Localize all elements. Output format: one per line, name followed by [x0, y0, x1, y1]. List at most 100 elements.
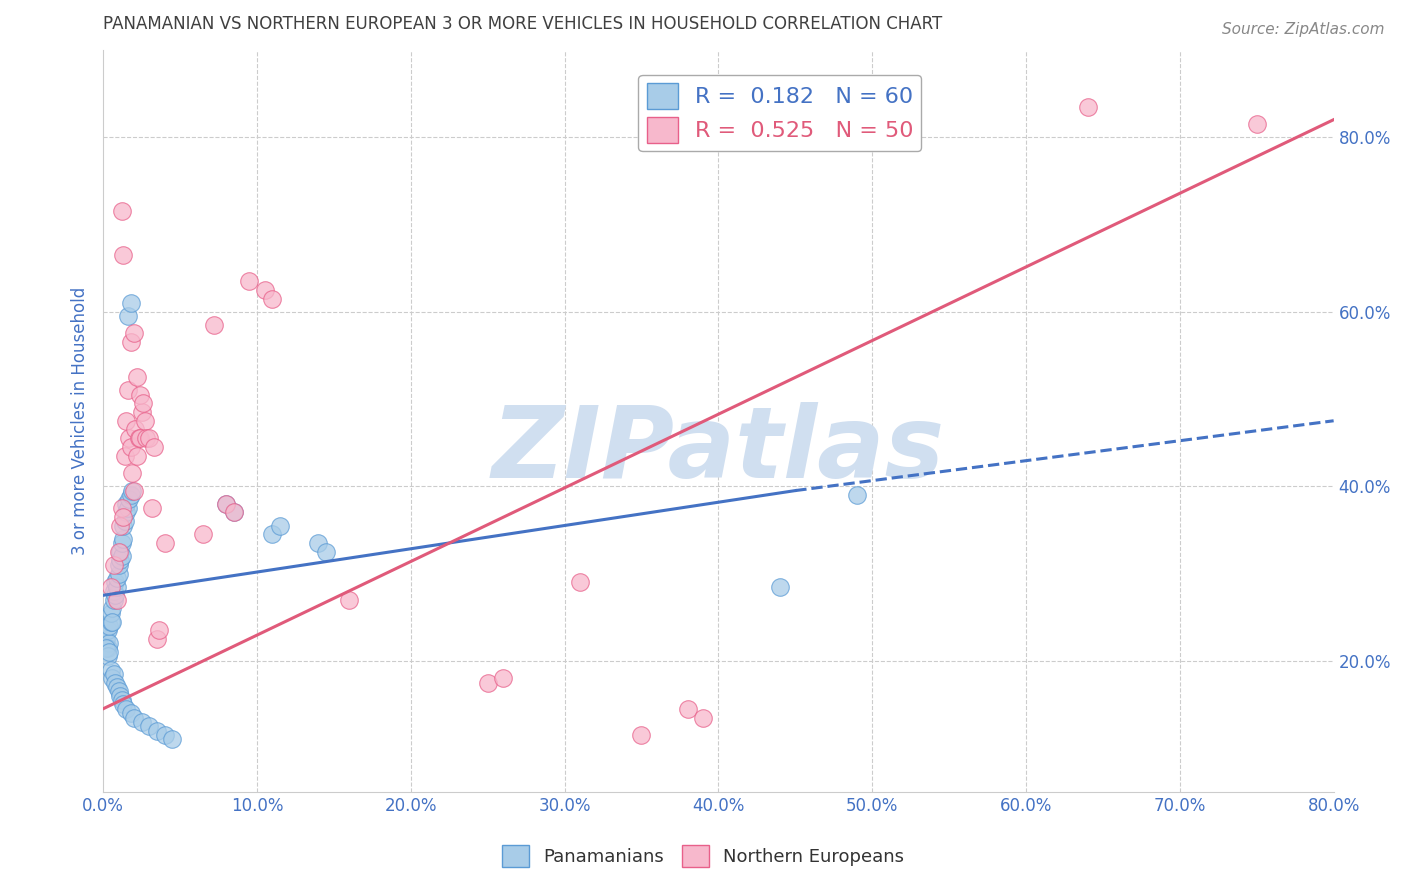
Point [103, 592, 125, 607]
Text: ZIPatlas: ZIPatlas [492, 402, 945, 499]
Point [120, 296, 142, 310]
Point [101, 615, 124, 629]
Point [100, 615, 122, 629]
Point [128, 431, 150, 445]
Point [104, 588, 127, 602]
Legend: R =  0.182   N = 60, R =  0.525   N = 50: R = 0.182 N = 60, R = 0.525 N = 50 [638, 75, 921, 151]
Point [115, 497, 138, 511]
Point [146, 632, 169, 646]
Point [131, 714, 153, 729]
Point [141, 501, 163, 516]
Point [107, 558, 129, 572]
Point [125, 449, 148, 463]
Point [138, 719, 160, 733]
Point [96, 632, 118, 646]
Point [114, 449, 136, 463]
Point [120, 335, 142, 350]
Point [115, 702, 138, 716]
Point [131, 405, 153, 419]
Point [105, 571, 128, 585]
Point [100, 580, 122, 594]
Point [153, 728, 176, 742]
Point [101, 671, 124, 685]
Point [115, 414, 138, 428]
Point [262, 292, 284, 306]
Point [120, 440, 142, 454]
Point [110, 204, 132, 219]
Point [215, 497, 238, 511]
Point [118, 492, 141, 507]
Point [110, 536, 132, 550]
Point [477, 675, 499, 690]
Point [112, 248, 135, 262]
Point [97, 624, 120, 638]
Text: Source: ZipAtlas.com: Source: ZipAtlas.com [1222, 22, 1385, 37]
Point [108, 544, 131, 558]
Point [125, 370, 148, 384]
Point [122, 710, 145, 724]
Point [162, 732, 184, 747]
Point [108, 689, 131, 703]
Point [122, 483, 145, 498]
Point [129, 387, 152, 401]
Point [676, 702, 699, 716]
Point [120, 706, 142, 720]
Point [117, 383, 139, 397]
Point [308, 536, 330, 550]
Point [108, 518, 131, 533]
Point [101, 601, 124, 615]
Point [120, 488, 142, 502]
Point [153, 536, 176, 550]
Point [146, 723, 169, 738]
Point [112, 518, 135, 533]
Point [105, 680, 128, 694]
Point [97, 640, 120, 655]
Point [238, 274, 260, 288]
Point [121, 483, 143, 498]
Point [262, 527, 284, 541]
Point [568, 575, 591, 590]
Point [132, 396, 155, 410]
Point [115, 505, 138, 519]
Point [222, 505, 245, 519]
Point [202, 318, 225, 332]
Point [107, 566, 129, 581]
Point [108, 553, 131, 567]
Point [315, 544, 337, 558]
Point [148, 624, 170, 638]
Point [110, 693, 132, 707]
Point [97, 649, 120, 664]
Point [114, 514, 136, 528]
Point [96, 640, 118, 655]
Point [492, 671, 515, 685]
Point [112, 532, 135, 546]
Point [98, 645, 121, 659]
Point [110, 501, 132, 516]
Point [191, 527, 214, 541]
Point [142, 440, 165, 454]
Point [138, 431, 160, 445]
Point [100, 663, 122, 677]
Point [98, 636, 121, 650]
Point [117, 309, 139, 323]
Point [845, 488, 868, 502]
Point [121, 466, 143, 480]
Point [122, 326, 145, 341]
Point [107, 544, 129, 558]
Y-axis label: 3 or more Vehicles in Household: 3 or more Vehicles in Household [72, 286, 89, 555]
Legend: Panamanians, Northern Europeans: Panamanians, Northern Europeans [495, 838, 911, 874]
Point [1246, 117, 1268, 131]
Point [103, 558, 125, 572]
Point [105, 580, 128, 594]
Text: PANAMANIAN VS NORTHERN EUROPEAN 3 OR MORE VEHICLES IN HOUSEHOLD CORRELATION CHAR: PANAMANIAN VS NORTHERN EUROPEAN 3 OR MOR… [103, 15, 942, 33]
Point [129, 431, 152, 445]
Point [103, 666, 125, 681]
Point [105, 592, 128, 607]
Point [112, 698, 135, 712]
Point [135, 431, 157, 445]
Point [692, 710, 714, 724]
Point [112, 509, 135, 524]
Point [98, 619, 121, 633]
Point [118, 431, 141, 445]
Point [100, 606, 122, 620]
